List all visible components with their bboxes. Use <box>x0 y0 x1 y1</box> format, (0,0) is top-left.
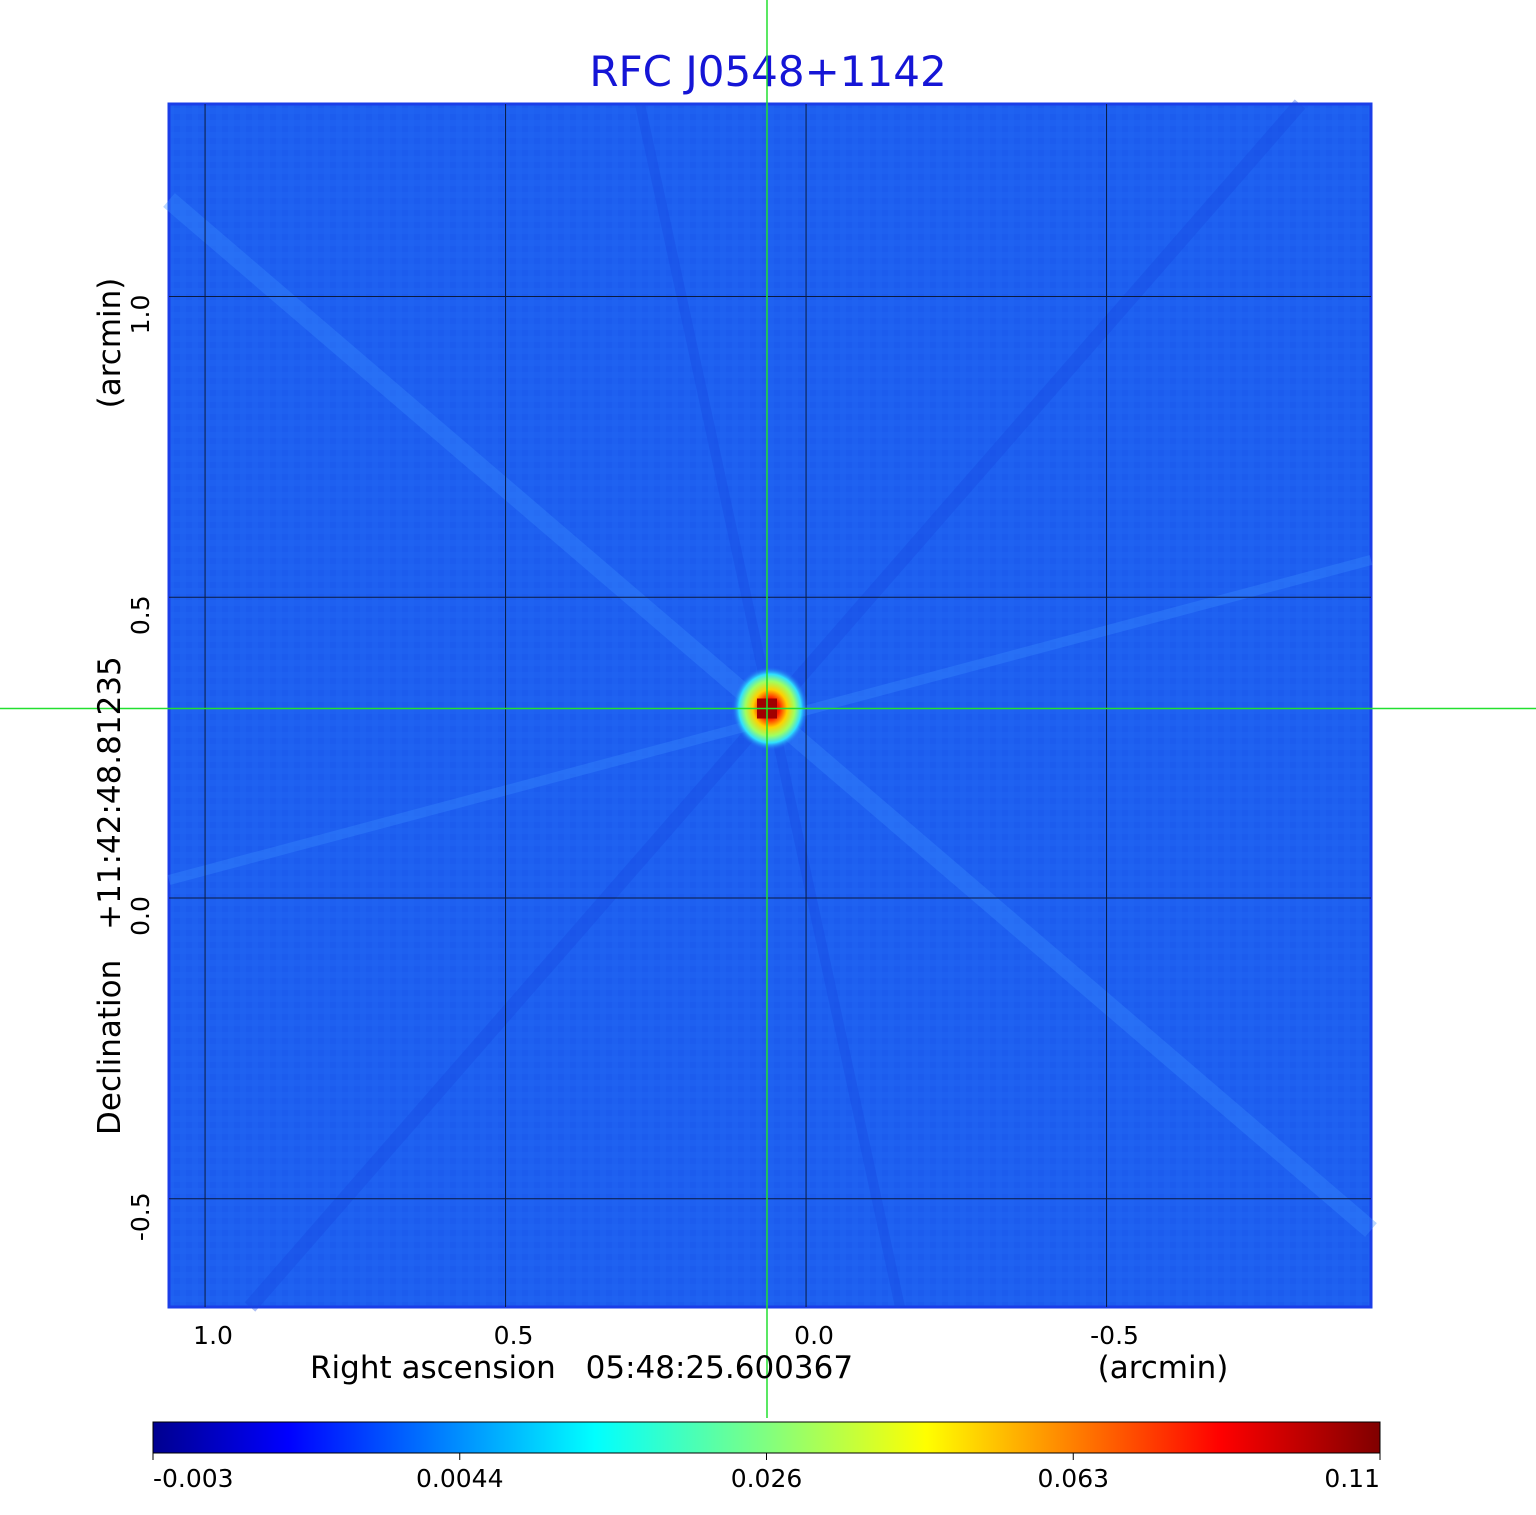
colorbar <box>152 1421 1381 1454</box>
x-axis-center: 05:48:25.600367 <box>586 1350 853 1386</box>
grid-lines <box>169 104 1371 1307</box>
y-axis-center: +11:42:48.81235 <box>92 656 128 930</box>
x-axis-label: Right ascension 05:48:25.600367 <box>310 1350 853 1386</box>
y-tick-label-group: 0.0 <box>126 896 155 936</box>
x-axis-name: Right ascension <box>310 1350 556 1386</box>
colorbar-tick-label: -0.003 <box>153 1464 234 1493</box>
y-axis-name: Declination <box>92 960 128 1135</box>
x-axis-unit: (arcmin) <box>1098 1350 1229 1386</box>
y-axis-label: Declination +11:42:48.81235 <box>92 656 128 1135</box>
y-tick-labels: 1.0 0.5 0.0 -0.5 <box>126 295 155 1242</box>
colorbar-tick-label: 0.0044 <box>416 1464 503 1493</box>
y-axis-unit-group: (arcmin) <box>92 278 128 409</box>
y-tick-label-group: -0.5 <box>126 1192 155 1241</box>
y-tick-label: -0.5 <box>126 1192 155 1241</box>
x-tick-labels: 1.0 0.5 0.0 -0.5 <box>193 1321 1139 1350</box>
x-tick-label: 0.0 <box>794 1321 834 1350</box>
colorbar-tick-label: 0.026 <box>731 1464 803 1493</box>
y-tick-label-group: 1.0 <box>126 295 155 335</box>
x-tick-label: -0.5 <box>1090 1321 1139 1350</box>
y-tick-label-group: 0.5 <box>126 595 155 635</box>
chart-title: RFC J0548+1142 <box>589 47 946 96</box>
y-tick-label: 0.0 <box>126 896 155 936</box>
x-tick-label: 0.5 <box>494 1321 534 1350</box>
colorbar-tick-labels: -0.003 0.0044 0.026 0.063 0.11 <box>152 1453 1381 1493</box>
colorbar-tick-label: 0.063 <box>1037 1464 1109 1493</box>
y-axis-unit: (arcmin) <box>92 278 128 409</box>
colorbar-tick-label: 0.11 <box>1324 1464 1380 1493</box>
y-tick-label: 1.0 <box>126 295 155 335</box>
y-axis-label-group: Declination +11:42:48.81235 <box>92 656 128 1135</box>
y-tick-label: 0.5 <box>126 595 155 635</box>
plot-area <box>0 0 1536 1418</box>
x-tick-label: 1.0 <box>193 1321 233 1350</box>
